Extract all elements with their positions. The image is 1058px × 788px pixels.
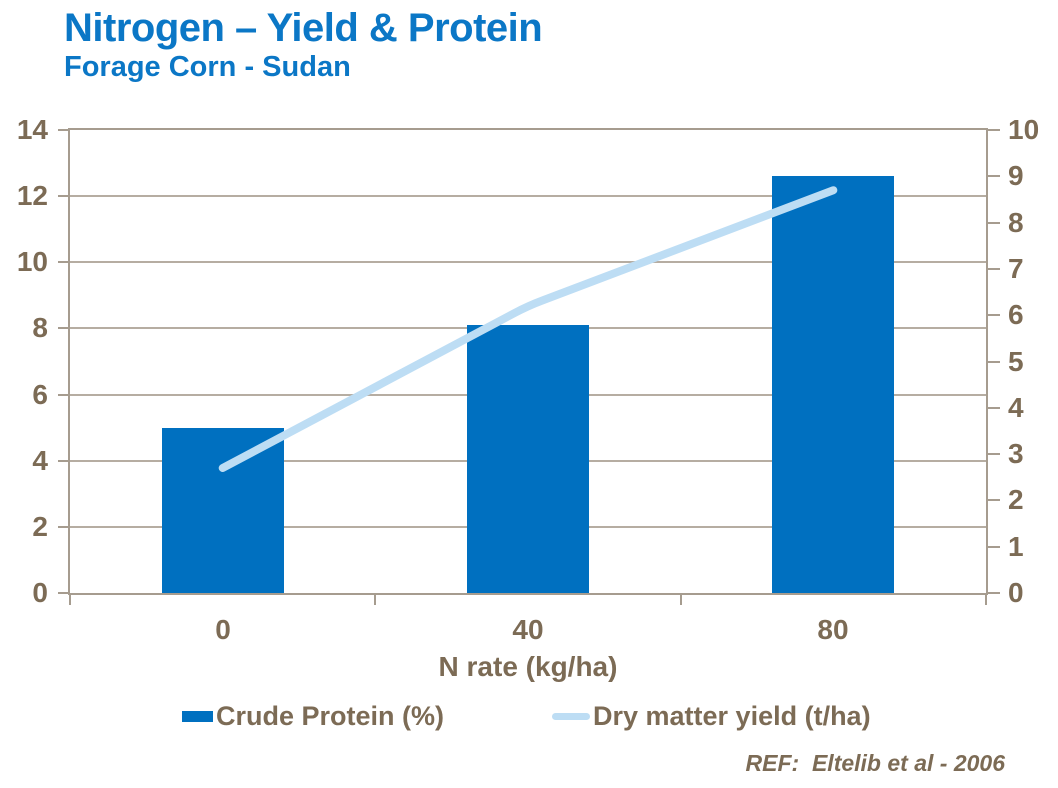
bar-crude-protein (162, 428, 284, 593)
x-tick-label: 0 (215, 614, 231, 645)
y-left-tick-label: 12 (16, 180, 48, 211)
gridline (70, 261, 986, 264)
y-right-tick-label: 4 (1008, 392, 1024, 423)
axis-tick (58, 394, 68, 396)
y-right-tick-label: 0 (1008, 577, 1024, 608)
y-right-tick-label: 2 (1008, 484, 1024, 515)
axis-tick (58, 261, 68, 263)
line-dry-matter-yield (218, 186, 838, 472)
y-right-tick-label: 7 (1008, 253, 1024, 284)
legend-bar-swatch (182, 710, 213, 722)
y-left-tick-label: 10 (16, 246, 48, 277)
axis-tick (988, 129, 1000, 131)
legend-label-dry-matter-yield: Dry matter yield (t/ha) (593, 701, 871, 731)
axis-tick (988, 175, 1000, 177)
axis-tick (58, 460, 68, 462)
axis-tick (988, 361, 1000, 363)
axis-tick (58, 327, 68, 329)
axis-tick (680, 595, 682, 605)
axis-tick (374, 595, 376, 605)
axis-tick (988, 268, 1000, 270)
axis-tick (988, 453, 1000, 455)
axis-tick (58, 129, 68, 131)
title-block: Nitrogen – Yield & Protein Forage Corn -… (64, 6, 543, 83)
axis-tick (988, 499, 1000, 501)
axis-tick (58, 526, 68, 528)
legend-label-crude-protein: Crude Protein (%) (216, 701, 445, 731)
reference-note: REF: Eltelib et al - 2006 (745, 750, 1005, 776)
chart-subtitle: Forage Corn - Sudan (64, 51, 351, 83)
y-right-tick-label: 3 (1008, 438, 1024, 469)
axis-tick (988, 222, 1000, 224)
bar-crude-protein (467, 325, 589, 593)
y-right-tick-label: 6 (1008, 299, 1024, 330)
x-tick-label: 40 (512, 614, 544, 645)
y-right-tick-label: 10 (1008, 114, 1040, 145)
y-left-tick-label: 14 (16, 114, 48, 145)
y-left-tick-label: 4 (32, 445, 48, 476)
y-right-tick-label: 8 (1008, 207, 1024, 238)
y-right-tick-label: 5 (1008, 346, 1024, 377)
legend-item-dry-matter-yield: Dry matter yield (t/ha) (552, 701, 871, 731)
plot-area (68, 128, 988, 595)
y-left-tick-label: 6 (32, 379, 48, 410)
y-right-tick-label: 1 (1008, 531, 1024, 562)
axis-tick (69, 595, 71, 605)
axis-tick (58, 592, 68, 594)
chart-title: Nitrogen – Yield & Protein (64, 6, 543, 50)
bar-crude-protein (772, 176, 894, 593)
axis-tick (985, 595, 987, 605)
y-right-tick-label: 9 (1008, 160, 1024, 191)
y-left-tick-label: 8 (32, 312, 48, 343)
axis-tick (988, 546, 1000, 548)
x-axis-title: N rate (kg/ha) (438, 651, 618, 682)
legend-item-crude-protein: Crude Protein (%) (182, 701, 444, 731)
axis-tick (988, 592, 1000, 594)
x-tick-label: 80 (817, 614, 849, 645)
legend-line-swatch (552, 712, 590, 720)
axis-tick (988, 407, 1000, 409)
line-series-layer (218, 186, 838, 472)
y-left-tick-label: 0 (32, 577, 48, 608)
gridline (70, 195, 986, 198)
y-left-tick-label: 2 (32, 511, 48, 542)
axis-tick (988, 314, 1000, 316)
axis-tick (58, 195, 68, 197)
